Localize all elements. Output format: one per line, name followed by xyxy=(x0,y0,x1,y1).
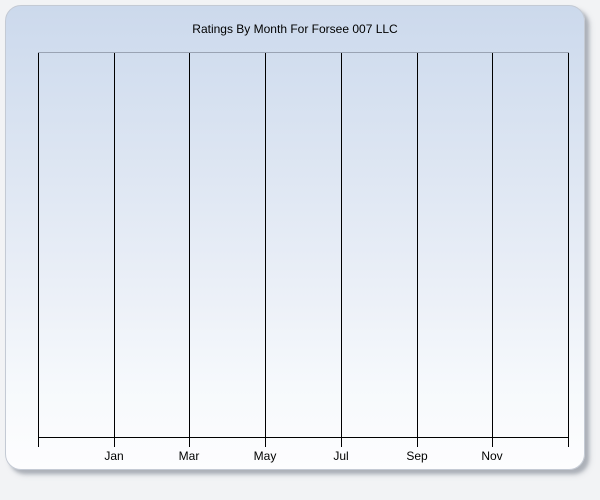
vertical-gridline xyxy=(492,53,493,438)
vertical-gridline xyxy=(417,53,418,438)
x-axis-label: Jul xyxy=(333,449,349,463)
vertical-gridline xyxy=(114,53,115,438)
x-axis-label: May xyxy=(253,449,277,463)
chart-title: Ratings By Month For Forsee 007 LLC xyxy=(192,22,398,36)
x-axis-line xyxy=(38,437,569,438)
x-axis-tick xyxy=(114,438,115,447)
x-axis-tick xyxy=(492,438,493,447)
x-axis-tick xyxy=(568,438,569,447)
x-axis-label: Sep xyxy=(406,449,428,463)
vertical-gridline xyxy=(189,53,190,438)
x-axis-tick xyxy=(417,438,418,447)
vertical-gridline xyxy=(265,53,266,438)
vertical-gridline xyxy=(341,53,342,438)
vertical-gridline xyxy=(38,53,39,438)
x-axis-tick xyxy=(265,438,266,447)
x-axis-tick xyxy=(341,438,342,447)
x-axis-label: Jan xyxy=(104,449,124,463)
plot-area: Jan Mar May Jul Sep Nov xyxy=(38,52,569,463)
x-axis-tick xyxy=(189,438,190,447)
plot-top-border xyxy=(38,52,569,53)
x-axis-label: Mar xyxy=(178,449,200,463)
x-axis-label: Nov xyxy=(481,449,503,463)
chart-card: Ratings By Month For Forsee 007 LLC Jan … xyxy=(5,5,585,470)
x-axis-tick xyxy=(38,438,39,447)
vertical-gridline xyxy=(568,53,569,438)
